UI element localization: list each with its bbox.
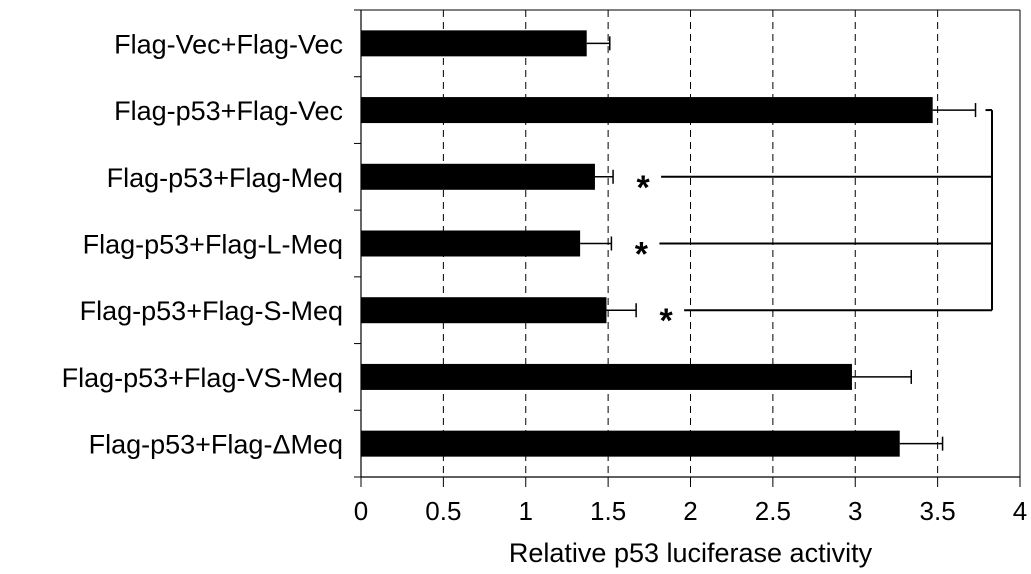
significance-star: * [660, 302, 674, 340]
x-tick-label: 3.5 [920, 496, 956, 526]
bar [361, 163, 595, 190]
bars [361, 30, 933, 457]
category-label: Flag-p53+Flag-L-Meq [83, 230, 343, 260]
category-label: Flag-p53+Flag-Meq [107, 163, 343, 193]
axes [354, 9, 1021, 487]
bar [361, 230, 581, 257]
x-tick-label: 0 [354, 496, 368, 526]
category-label: Flag-p53+Flag-Vec [114, 96, 343, 126]
x-tick-label: 3 [848, 496, 862, 526]
bar [361, 430, 900, 457]
x-tick-label: 1.5 [590, 496, 626, 526]
category-labels: Flag-Vec+Flag-Vec Flag-p53+Flag-Vec Flag-p… [62, 29, 343, 459]
category-label: Flag-p53+Flag-VS-Meq [62, 363, 343, 393]
x-tick-label: 4 [1013, 496, 1027, 526]
category-label: Flag-Vec+Flag-Vec [114, 29, 343, 59]
bar [361, 297, 607, 324]
bar [361, 30, 587, 57]
significance-star: * [635, 236, 649, 274]
x-tick-label: 0.5 [425, 496, 461, 526]
bar [361, 363, 852, 390]
tick-labels: 0 0.5 1 1.5 2 2.5 3 3.5 4 [354, 496, 1027, 526]
x-axis-title: Relative p53 luciferase activity [509, 538, 873, 568]
significance-star: * [636, 169, 650, 207]
error-bars [580, 36, 977, 451]
x-tick-label: 2.5 [755, 496, 791, 526]
bar [361, 97, 933, 124]
category-label: Flag-p53+Flag-S-Meq [80, 296, 343, 326]
category-label: Flag-p53+Flag-ΔMeq [89, 430, 343, 460]
significance-brackets: * * * [635, 109, 993, 340]
x-tick-label: 1 [519, 496, 533, 526]
x-tick-label: 2 [683, 496, 697, 526]
